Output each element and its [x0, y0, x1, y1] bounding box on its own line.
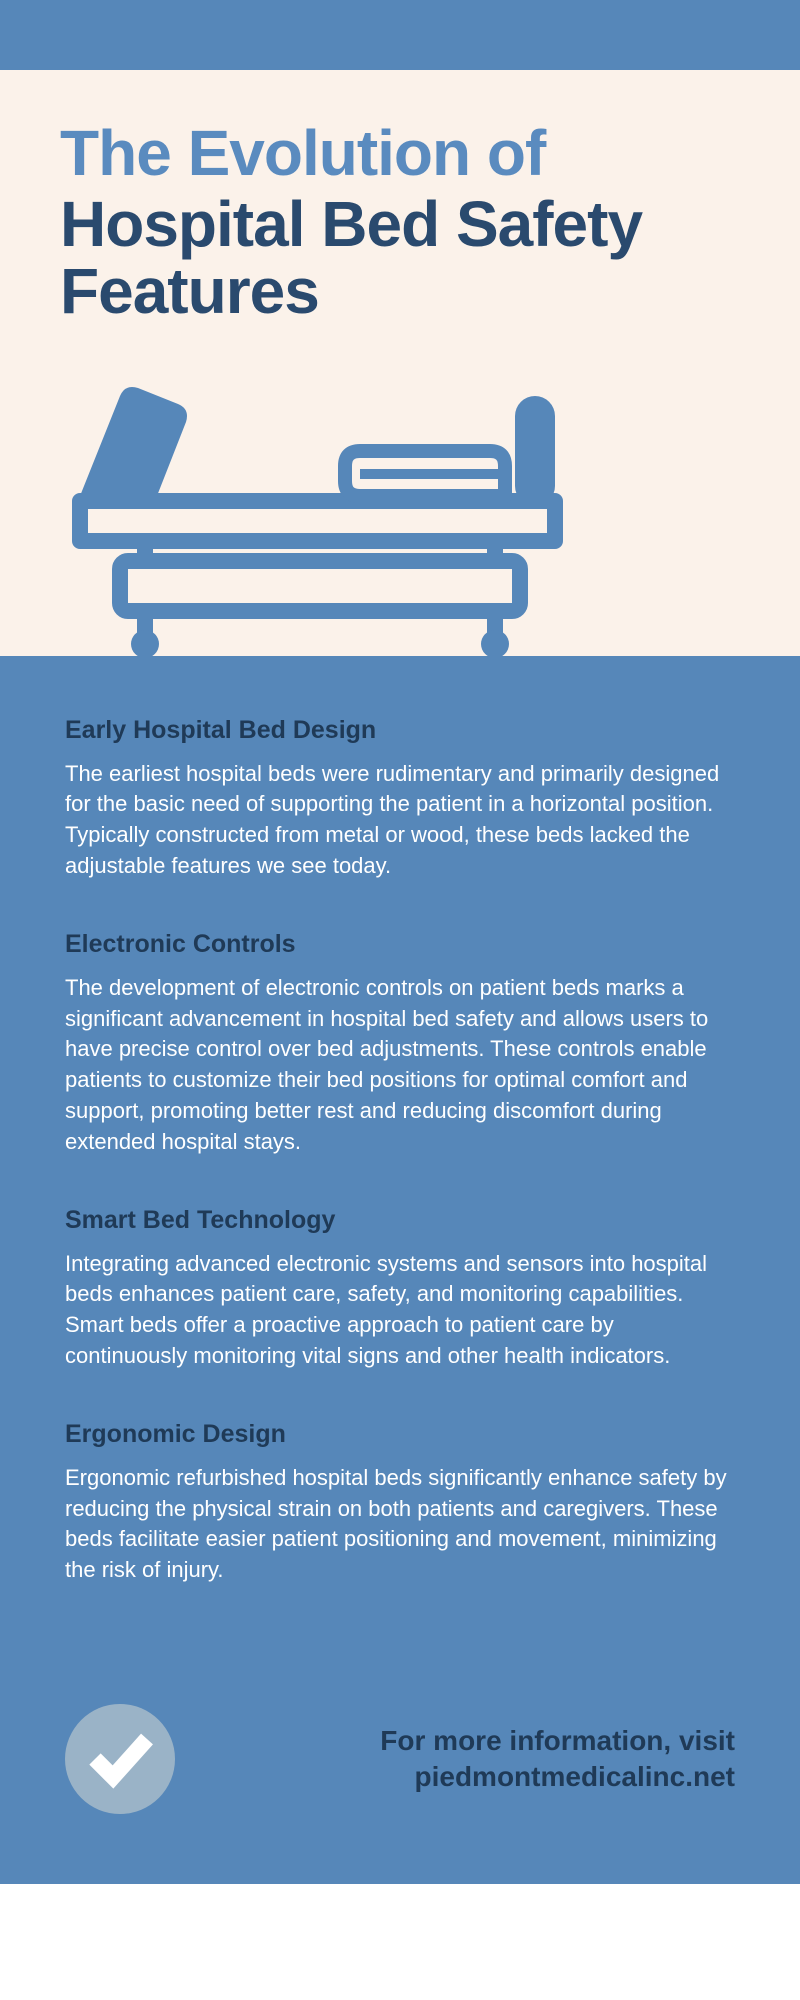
footer-line-1: For more information, visit — [380, 1725, 735, 1756]
hero-section: The Evolution of Hospital Bed Safety Fea… — [0, 70, 800, 656]
checkmark-icon — [65, 1704, 175, 1814]
section-ergonomic-design: Ergonomic Design Ergonomic refurbished h… — [65, 1420, 735, 1586]
content-area: Early Hospital Bed Design The earliest h… — [0, 656, 800, 1684]
section-heading: Early Hospital Bed Design — [65, 716, 735, 745]
section-body: The development of electronic controls o… — [65, 973, 735, 1158]
section-body: Ergonomic refurbished hospital beds sign… — [65, 1463, 735, 1586]
footer-line-2: piedmontmedicalinc.net — [415, 1761, 736, 1792]
section-heading: Ergonomic Design — [65, 1420, 735, 1449]
section-heading: Smart Bed Technology — [65, 1206, 735, 1235]
section-heading: Electronic Controls — [65, 930, 735, 959]
section-body: The earliest hospital beds were rudiment… — [65, 759, 735, 882]
section-early-design: Early Hospital Bed Design The earliest h… — [65, 716, 735, 882]
section-body: Integrating advanced electronic systems … — [65, 1249, 735, 1372]
footer-text: For more information, visit piedmontmedi… — [205, 1723, 735, 1796]
title-line-2: Hospital Bed Safety Features — [60, 191, 740, 325]
footer: For more information, visit piedmontmedi… — [0, 1684, 800, 1884]
hospital-bed-icon — [60, 356, 740, 656]
top-bar — [0, 0, 800, 70]
title-line-1: The Evolution of — [60, 120, 740, 187]
section-electronic-controls: Electronic Controls The development of e… — [65, 930, 735, 1158]
section-smart-bed: Smart Bed Technology Integrating advance… — [65, 1206, 735, 1372]
